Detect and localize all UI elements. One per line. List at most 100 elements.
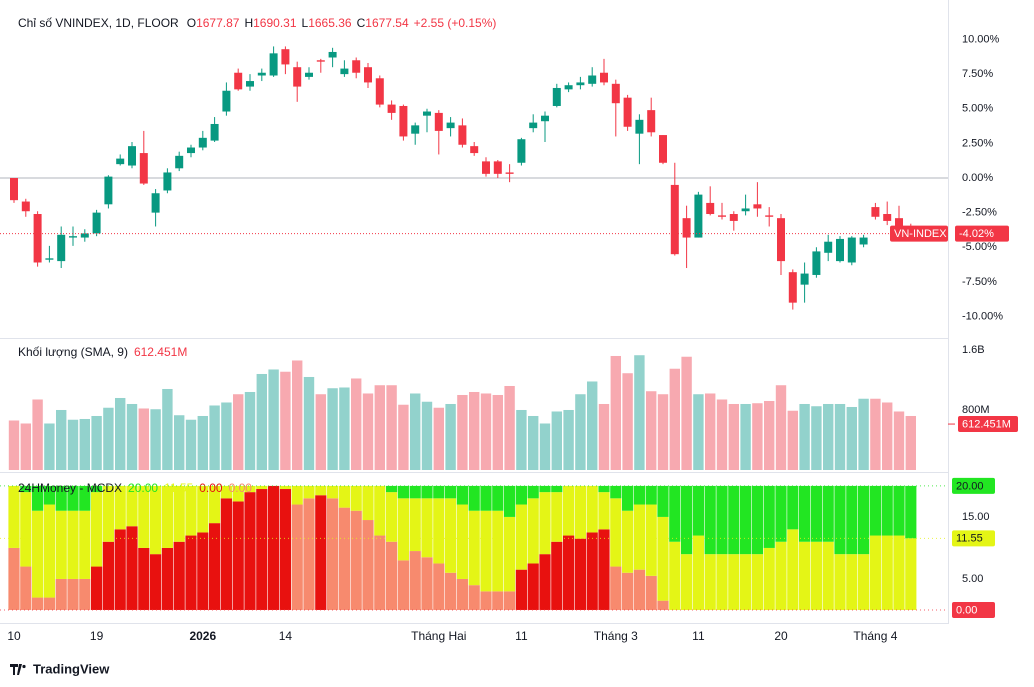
volume-bar xyxy=(457,394,468,470)
candle-body xyxy=(387,104,396,113)
candle-body xyxy=(458,125,467,145)
volume-bar xyxy=(646,391,657,470)
mcdx-segment xyxy=(751,554,763,610)
marker-label-box xyxy=(952,477,995,494)
mcdx-segment xyxy=(244,485,256,493)
legend-value: 20.00 xyxy=(128,481,158,495)
volume-bar xyxy=(528,415,539,470)
mcdx-segment xyxy=(633,569,645,610)
mcdx-segment xyxy=(810,485,822,542)
mcdx-segment xyxy=(20,566,32,610)
last-price-box xyxy=(955,225,1009,242)
mcdx-segment xyxy=(197,532,209,610)
mcdx-segment xyxy=(362,520,374,610)
mcdx-segment xyxy=(67,485,79,511)
candle-body xyxy=(116,158,125,165)
volume-bar xyxy=(8,420,20,470)
volume-bar xyxy=(221,402,232,470)
mcdx-segment xyxy=(256,485,268,490)
mcdx-segment xyxy=(905,485,917,539)
mcdx-segment xyxy=(291,485,303,505)
mcdx-segment xyxy=(822,485,834,542)
y-tick-label: 2.50% xyxy=(962,137,993,149)
mcdx-segment xyxy=(598,529,610,610)
sma-value-box xyxy=(958,416,1018,433)
mcdx-segment xyxy=(327,498,339,610)
mcdx-segment xyxy=(468,510,480,586)
mcdx-segment xyxy=(598,492,610,530)
legend-item: C xyxy=(357,16,366,30)
volume-bar xyxy=(209,405,220,470)
volume-bar xyxy=(374,385,385,470)
legend-title: 24HMoney - MCDX xyxy=(18,481,122,495)
mcdx-segment xyxy=(810,541,822,610)
legend: 24HMoney - MCDX 20.00 11.55 0.00 0.00 xyxy=(18,481,252,495)
candle-body xyxy=(635,119,644,134)
candle-body xyxy=(765,215,774,217)
volume-bar xyxy=(858,398,869,470)
candle-body xyxy=(470,146,479,154)
mcdx-segment xyxy=(114,485,126,530)
candle-body xyxy=(505,172,514,174)
volume-bar xyxy=(197,415,208,470)
mcdx-segment xyxy=(515,485,527,505)
mcdx-segment xyxy=(209,485,221,524)
mcdx-segment xyxy=(763,547,775,610)
volume-bar xyxy=(492,394,503,470)
mcdx-segment xyxy=(303,498,315,610)
mcdx-segment xyxy=(91,485,103,493)
candle-body xyxy=(446,122,455,129)
candle-body xyxy=(564,85,573,90)
candle-body xyxy=(151,193,160,213)
candle-body xyxy=(92,212,101,234)
y-tick-label: -2.50% xyxy=(962,207,997,219)
mcdx-segment xyxy=(610,566,622,610)
mcdx-segment xyxy=(126,485,138,527)
candle-body xyxy=(269,53,278,76)
candle-body xyxy=(883,214,892,221)
mcdx-segment xyxy=(114,529,126,610)
mcdx-segment xyxy=(102,485,114,542)
volume-bar xyxy=(44,423,55,470)
mcdx-segment xyxy=(91,492,103,567)
candle-body xyxy=(281,49,290,65)
mcdx-segment xyxy=(8,485,20,548)
mcdx-segment xyxy=(692,535,704,610)
mcdx-segment xyxy=(327,485,339,499)
mcdx-segment xyxy=(622,510,634,573)
mcdx-segment xyxy=(55,485,67,511)
mcdx-segment xyxy=(858,485,870,555)
volume-bar xyxy=(256,373,267,470)
mcdx-segment xyxy=(728,485,740,555)
volume-bar xyxy=(339,387,350,470)
mcdx-segment xyxy=(102,541,114,610)
mcdx-segment xyxy=(445,498,457,573)
mcdx-segment xyxy=(79,578,91,610)
mcdx-segment xyxy=(480,510,492,592)
volume-bar xyxy=(351,378,362,470)
candle-body xyxy=(175,155,184,169)
mcdx-segment xyxy=(138,485,150,548)
candle-body xyxy=(541,115,549,122)
mcdx-segment xyxy=(386,492,398,542)
volume-bar xyxy=(362,393,374,470)
candle-body xyxy=(847,237,856,263)
mcdx-segment xyxy=(586,485,598,533)
candle-body xyxy=(139,153,148,184)
mcdx-segment xyxy=(421,557,433,610)
mcdx-segment xyxy=(716,554,728,610)
x-tick-label: Tháng 4 xyxy=(853,629,897,643)
candle-body xyxy=(812,251,821,275)
mcdx-segment xyxy=(421,498,433,558)
mcdx-segment xyxy=(79,485,91,511)
volume-bar xyxy=(740,403,751,470)
mcdx-segment xyxy=(574,538,586,610)
mcdx-segment xyxy=(338,507,350,610)
mcdx-segment xyxy=(397,560,409,610)
volume-bar xyxy=(433,407,444,470)
mcdx-segment xyxy=(716,485,728,555)
candle-body xyxy=(895,218,903,228)
last-name-box xyxy=(890,225,948,242)
volume-bar xyxy=(115,397,126,470)
mcdx-segment xyxy=(539,492,551,555)
